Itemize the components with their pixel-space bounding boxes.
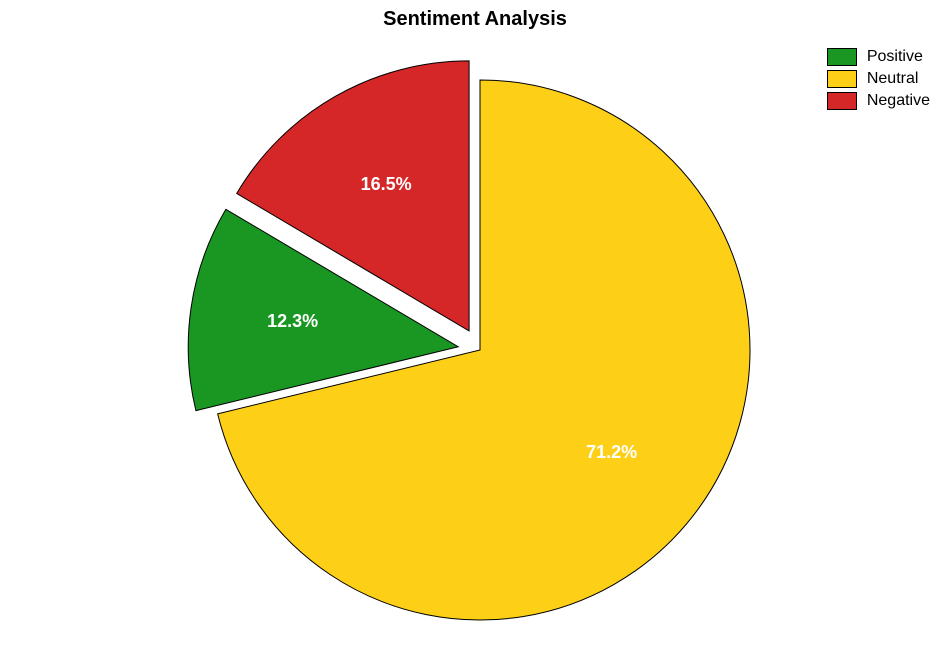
legend-item: Positive [827,48,930,66]
legend-swatch [827,70,857,88]
legend: Positive Neutral Negative [827,48,930,114]
legend-swatch [827,92,857,110]
chart-title: Sentiment Analysis [0,8,950,31]
legend-label: Neutral [867,70,919,88]
legend-swatch [827,48,857,66]
slice-label: 16.5% [361,174,412,194]
pie-chart: 71.2% 12.3% 16.5% [0,40,950,662]
legend-label: Positive [867,48,923,66]
slice-label: 12.3% [267,311,318,331]
legend-label: Negative [867,92,930,110]
slice-label: 71.2% [586,442,637,462]
legend-item: Negative [827,92,930,110]
legend-item: Neutral [827,70,930,88]
chart-container: Sentiment Analysis 71.2% 12.3% 16.5% Posit… [0,0,950,662]
